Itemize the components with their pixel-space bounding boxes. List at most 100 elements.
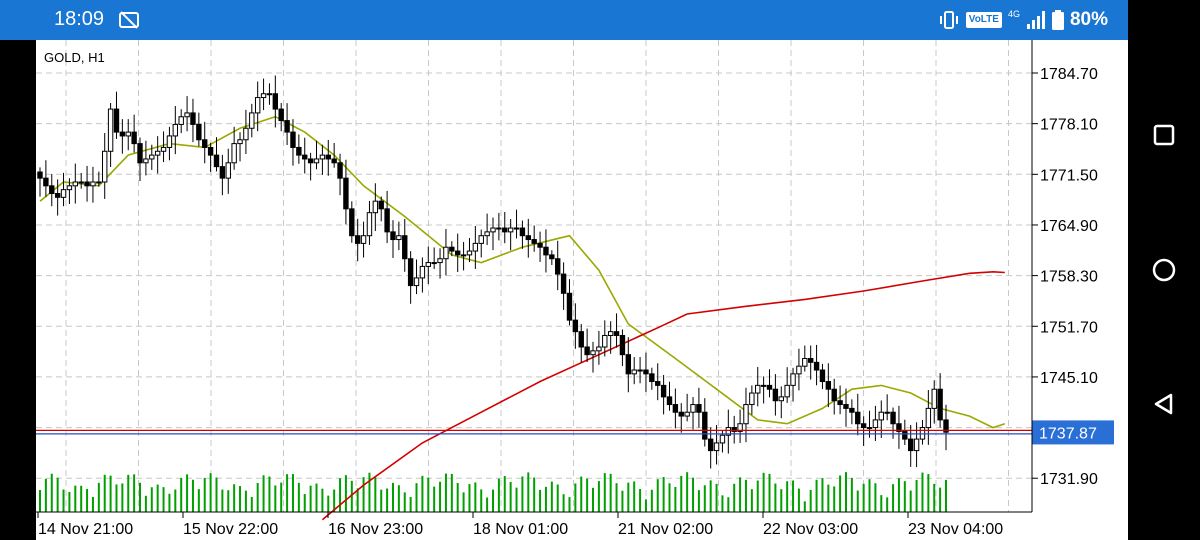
candle-body: [578, 331, 584, 348]
candle-body: [866, 427, 873, 430]
candle-body: [431, 262, 437, 265]
candle-body: [443, 246, 449, 260]
volte-icon: VoLTE: [965, 12, 1002, 28]
candle-body: [372, 200, 379, 214]
candle-body: [360, 235, 367, 244]
candle-body: [154, 150, 161, 156]
candle-body: [908, 438, 914, 452]
candle-body: [407, 258, 414, 287]
candle-body: [684, 411, 690, 417]
candle-body: [302, 154, 308, 160]
candle-body: [543, 246, 549, 256]
candle-body: [72, 181, 78, 187]
candle-body: [713, 442, 720, 452]
candle-body: [125, 131, 131, 137]
time-axis-label: 18 Nov 01:00: [473, 521, 568, 538]
candle-body: [149, 154, 155, 160]
candle-body: [655, 381, 661, 386]
candle-body: [649, 373, 655, 383]
candle-body: [449, 246, 455, 252]
candle-body: [307, 158, 314, 164]
candle-body: [249, 112, 255, 129]
candle-body: [837, 400, 843, 406]
recents-square-icon[interactable]: [1150, 121, 1178, 149]
dnd-off-icon: [119, 11, 139, 29]
candle-body: [702, 411, 708, 440]
network-type: 4G: [1007, 8, 1020, 19]
candle-body: [672, 404, 679, 413]
candle-body: [772, 388, 779, 402]
candle-body: [590, 350, 596, 356]
candle-body: [54, 192, 61, 198]
candle-body: [784, 384, 790, 398]
candle-body: [390, 231, 396, 241]
candle-body: [719, 434, 726, 444]
candle-body: [425, 262, 431, 267]
candle-body: [231, 143, 237, 164]
candle-body: [290, 131, 296, 148]
chart-area[interactable]: 1737.87 1784.70 1778.10 1771.50 1764.90 1758…: [36, 40, 1128, 540]
moving-average-line: [321, 270, 1005, 521]
candle-body: [319, 154, 326, 160]
status-bar: 18:09 VoLTE 4G 80%: [0, 0, 1128, 40]
candle-body: [502, 227, 508, 233]
candle-body: [737, 423, 743, 432]
candle-body: [178, 116, 184, 125]
time-axis-label: 22 Nov 03:00: [763, 521, 858, 538]
candle-body: [325, 154, 331, 160]
candle-body: [937, 388, 943, 421]
time-axis-label: 23 Nov 04:00: [908, 521, 1003, 538]
candle-body: [807, 358, 814, 363]
vibrate-icon: [939, 11, 958, 29]
back-triangle-icon[interactable]: [1150, 390, 1178, 418]
candle-body: [219, 166, 226, 179]
candle-body: [890, 411, 896, 425]
price-axis-label: 1751.70: [1040, 319, 1098, 336]
candle-body: [131, 131, 137, 145]
candle-body: [343, 177, 349, 210]
candle-body: [790, 373, 796, 386]
status-time: 18:09: [54, 8, 105, 30]
candle-body: [555, 258, 561, 275]
price-axis-label: 1758.30: [1040, 269, 1098, 286]
candle-body: [843, 404, 849, 409]
candle-body: [266, 93, 273, 96]
candle-body: [284, 120, 290, 133]
candle-body: [296, 146, 302, 156]
price-axis-label: 1778.10: [1040, 117, 1098, 134]
chart-canvas[interactable]: 1737.87 1784.70 1778.10 1771.50 1764.90 1758…: [36, 40, 1128, 540]
candle-body: [619, 334, 626, 356]
candle-body: [855, 411, 861, 425]
candle-body: [931, 388, 937, 409]
candle-body: [690, 404, 696, 413]
candle-body: [349, 208, 355, 237]
candle-body: [584, 346, 590, 356]
candle-body: [396, 235, 402, 241]
candle-body: [260, 93, 267, 99]
candle-body: [278, 108, 284, 122]
candle-body: [60, 189, 67, 198]
candle-body: [366, 212, 373, 237]
candle-body: [507, 227, 514, 233]
symbol-label: GOLD, H1: [44, 50, 105, 65]
candle-body: [37, 171, 43, 179]
candle-body: [490, 227, 496, 233]
candle-body: [478, 235, 484, 244]
candle-body: [402, 235, 408, 260]
home-circle-icon[interactable]: [1150, 256, 1178, 284]
time-axis-label: 15 Nov 22:00: [183, 521, 278, 538]
candle-body: [731, 427, 737, 432]
candle-body: [525, 235, 531, 241]
candle-body: [225, 162, 231, 179]
candle-body: [631, 369, 637, 375]
battery-percent: 80%: [1069, 9, 1108, 30]
candle-body: [625, 354, 632, 375]
candle-body: [96, 181, 102, 184]
candle-body: [207, 146, 214, 156]
time-axis-label: 14 Nov 21:00: [38, 521, 133, 538]
candle-body: [166, 135, 173, 148]
candle-body: [254, 97, 261, 114]
candle-body: [413, 277, 420, 287]
candle-body: [755, 384, 761, 394]
candle-body: [943, 419, 949, 433]
